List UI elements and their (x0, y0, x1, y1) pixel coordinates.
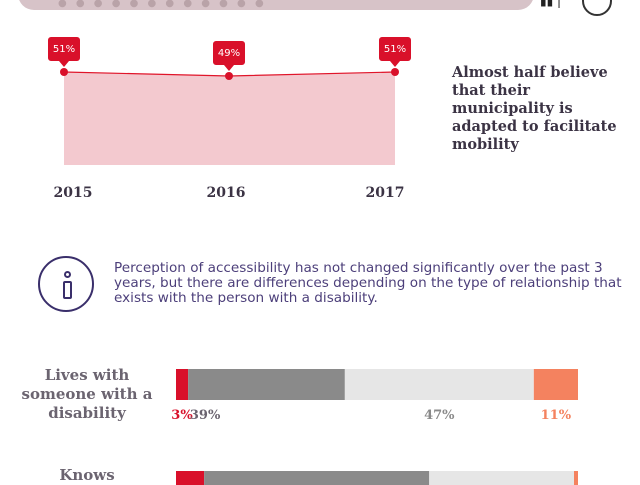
headline: Almost half believe that their municipal… (452, 64, 617, 153)
bar-segment (344, 369, 534, 400)
x-tick-label: 2017 (366, 185, 405, 201)
data-point (225, 72, 233, 80)
data-label-bubble (213, 41, 245, 71)
bar-segment (188, 369, 345, 400)
data-label-bubble (379, 37, 411, 67)
bar-segment (176, 471, 205, 485)
bar-data-label: 47% (424, 408, 455, 423)
data-point (60, 68, 68, 76)
data-label-bubble (48, 37, 80, 67)
top-banner: ● ● ● ● ● ● ● ● ● ● ● ● (18, 0, 534, 10)
x-tick-label: 2015 (54, 185, 93, 201)
bar-chart-icon[interactable]: ▮▮ | (540, 0, 562, 8)
bar-segment (574, 471, 578, 485)
area-chart: 51% 49% 51% 2015 2016 2017 (48, 37, 411, 201)
bar-data-label: 39% (190, 408, 221, 423)
area-fill (64, 72, 395, 165)
data-label: 49% (218, 48, 240, 59)
bar-segment (429, 471, 574, 485)
data-point (391, 68, 399, 76)
bar-segment (533, 369, 578, 400)
info-icon (38, 256, 94, 312)
banner-dots: ● ● ● ● ● ● ● ● ● ● ● ● (58, 0, 267, 9)
bar-category-label: Lives with someone with a disability (21, 366, 153, 422)
info-text: Perception of accessibility has not chan… (114, 260, 622, 306)
bar-segment (204, 471, 430, 485)
data-label: 51% (53, 44, 75, 55)
bar-data-label: 11% (541, 408, 572, 423)
data-label: 51% (384, 44, 406, 55)
x-tick-label: 2016 (207, 185, 246, 201)
bar-segment (176, 369, 189, 400)
bar-data-label: 3% (171, 408, 193, 423)
